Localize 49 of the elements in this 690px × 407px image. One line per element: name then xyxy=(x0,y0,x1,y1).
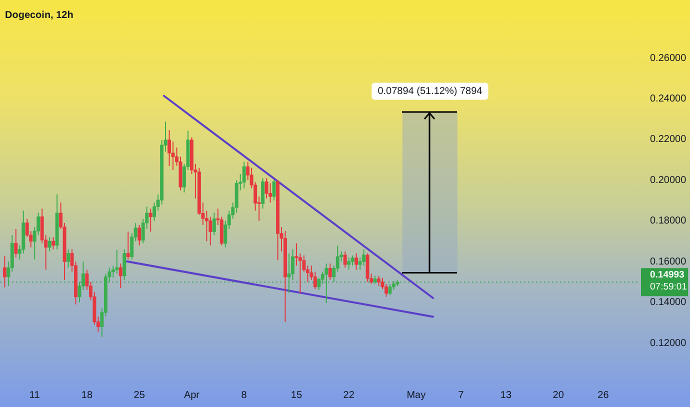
band-label: 0.07894 (51.12%) 7894 xyxy=(378,86,483,97)
y-tick-label: 0.14000 xyxy=(650,297,687,308)
candlestick xyxy=(264,178,268,199)
candlestick xyxy=(343,250,347,268)
candlestick xyxy=(118,263,122,289)
candlestick xyxy=(362,248,366,266)
candlestick xyxy=(148,208,152,232)
x-tick-label: 22 xyxy=(343,390,355,401)
y-tick-label: 0.22000 xyxy=(650,134,687,146)
candlestick xyxy=(212,212,216,236)
candlestick xyxy=(52,236,56,250)
x-tick-label: 15 xyxy=(290,390,302,401)
y-tick-label: 0.20000 xyxy=(650,174,687,186)
x-tick-label: 25 xyxy=(134,390,146,401)
candlestick xyxy=(2,256,6,288)
x-tick-label: 18 xyxy=(81,390,93,401)
candlestick xyxy=(377,275,380,286)
candlestick xyxy=(242,161,246,189)
candlestick xyxy=(168,130,172,166)
candlestick xyxy=(14,228,18,258)
candlestick xyxy=(48,236,52,252)
text: 07:59:01 xyxy=(650,282,687,293)
candlestick xyxy=(328,263,332,280)
candlestick xyxy=(138,224,142,246)
candlestick xyxy=(324,263,328,304)
candlestick xyxy=(122,248,126,280)
x-tick-label: 13 xyxy=(500,390,512,401)
y-tick-label: 0.26000 xyxy=(650,52,687,64)
chart-title: Dogecoin, 12h xyxy=(5,10,74,21)
y-tick-label: 0.24000 xyxy=(650,93,687,104)
candlestick xyxy=(347,257,351,270)
x-tick-label: 11 xyxy=(29,390,40,401)
y-tick-label: 0.12000 xyxy=(650,338,687,349)
x-tick-label: 26 xyxy=(598,390,610,401)
candlestick xyxy=(115,249,119,274)
x-tick-label: May xyxy=(406,390,426,401)
x-tick-label: 7 xyxy=(458,390,464,401)
y-tick-label: 0.18000 xyxy=(650,216,687,227)
candlestick xyxy=(126,231,130,260)
x-tick-label: Apr xyxy=(184,390,200,401)
candlestick xyxy=(392,280,396,291)
candlestick xyxy=(261,178,265,210)
candlestick xyxy=(354,252,358,270)
candlestick xyxy=(66,248,70,268)
ref-line-label: 0.14993 xyxy=(650,270,684,281)
candlestick xyxy=(350,254,354,266)
x-tick-label: 20 xyxy=(552,390,564,401)
y-tick-label: 0.16000 xyxy=(650,256,687,268)
x-tick-label: 8 xyxy=(241,390,248,401)
